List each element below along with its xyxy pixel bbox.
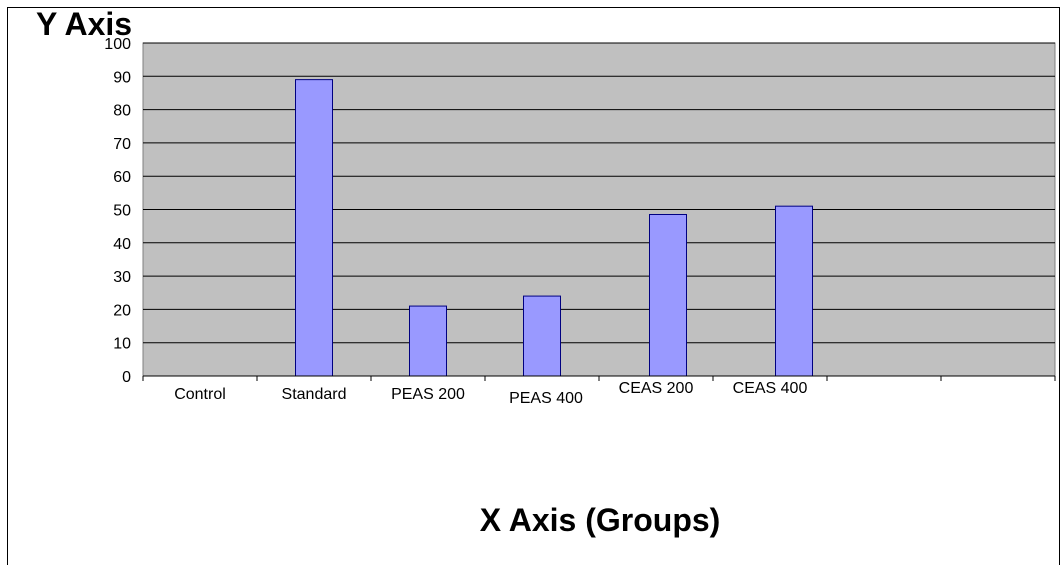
x-tick-label: Standard — [282, 386, 347, 403]
bar-peas-400 — [524, 296, 561, 376]
bar-peas-200 — [410, 306, 447, 376]
x-tick-label: CEAS 200 — [619, 380, 694, 397]
x-axis-title: X Axis (Groups) — [480, 502, 721, 538]
y-tick-label: 50 — [113, 203, 131, 220]
y-tick-label: 80 — [113, 103, 131, 120]
x-tick-label: CEAS 400 — [733, 380, 808, 397]
y-tick-label: 30 — [113, 269, 131, 286]
x-tick-label: PEAS 400 — [509, 390, 583, 407]
y-axis-title: Y Axis — [36, 6, 132, 42]
x-tick-label: Control — [174, 386, 226, 403]
bar-standard — [296, 80, 333, 376]
y-tick-label: 20 — [113, 302, 131, 319]
y-tick-label: 60 — [113, 169, 131, 186]
y-tick-label: 10 — [113, 336, 131, 353]
y-tick-label: 40 — [113, 236, 131, 253]
bar-ceas-400 — [776, 206, 813, 376]
y-tick-label: 90 — [113, 69, 131, 86]
bar-ceas-200 — [650, 214, 687, 376]
x-tick-label: PEAS 200 — [391, 386, 465, 403]
y-tick-label: 0 — [122, 369, 131, 386]
y-tick-label: 70 — [113, 136, 131, 153]
